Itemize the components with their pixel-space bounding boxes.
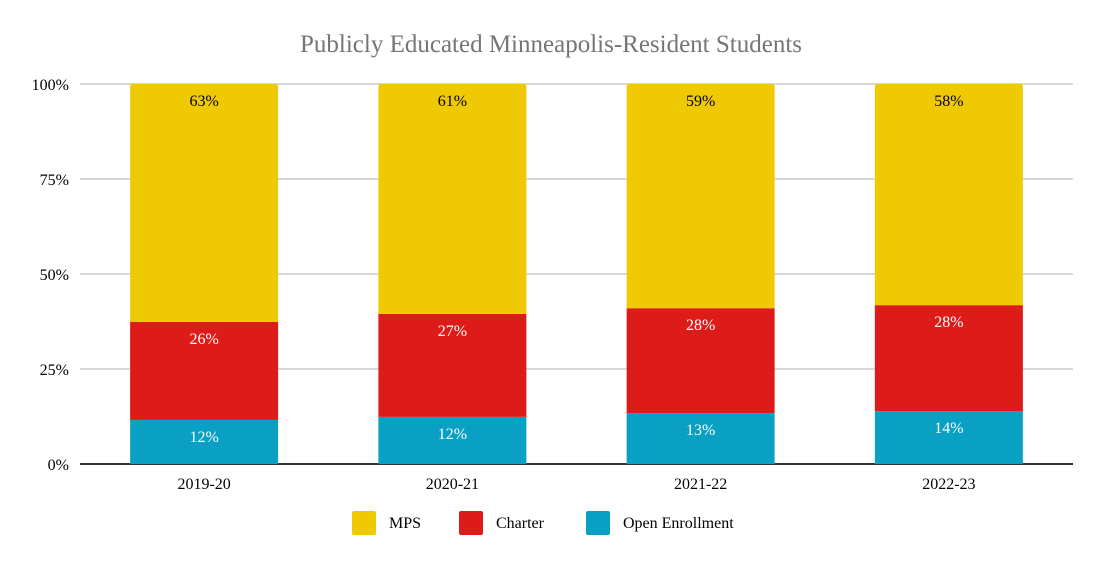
legend-swatch: [586, 511, 610, 535]
bar-segment: [874, 411, 1023, 464]
legend-swatch: [352, 511, 376, 535]
x-tick-label: 2022-23: [922, 476, 975, 493]
y-tick-label: 100%: [32, 77, 69, 94]
y-tick-label: 75%: [40, 172, 69, 189]
data-label: 63%: [189, 93, 218, 110]
bar-segment: [130, 321, 279, 420]
y-tick-label: 0%: [48, 457, 69, 474]
data-label: 13%: [686, 422, 715, 439]
bar-segment: [378, 84, 527, 314]
legend-label: Charter: [496, 515, 545, 532]
data-label: 28%: [934, 314, 963, 331]
x-tick-label: 2019-20: [177, 476, 230, 493]
data-label: 14%: [934, 420, 963, 437]
y-tick-label: 25%: [40, 362, 69, 379]
legend-swatch: [459, 511, 483, 535]
x-tick-label: 2021-22: [674, 476, 727, 493]
bar-segment: [130, 419, 279, 464]
chart-title: Publicly Educated Minneapolis-Resident S…: [300, 31, 802, 58]
bar-segment: [874, 84, 1023, 306]
data-label: 12%: [189, 429, 218, 446]
bar-segment: [874, 305, 1023, 412]
legend-item: MPS: [352, 511, 421, 535]
x-tick-label: 2020-21: [426, 476, 479, 493]
legend-item: Charter: [459, 511, 545, 535]
data-label: 27%: [438, 323, 467, 340]
legend-label: MPS: [389, 515, 421, 532]
data-label: 61%: [438, 93, 467, 110]
bar-segment: [626, 84, 775, 309]
data-label: 59%: [686, 93, 715, 110]
data-label: 28%: [686, 317, 715, 334]
bar-segment: [626, 413, 775, 464]
bar-segment: [130, 84, 279, 322]
y-tick-label: 50%: [40, 267, 69, 284]
legend-label: Open Enrollment: [623, 515, 734, 532]
data-label: 58%: [934, 93, 963, 110]
bar-segment: [378, 416, 527, 464]
data-label: 12%: [438, 426, 467, 443]
data-label: 26%: [189, 331, 218, 348]
bar-segment: [378, 313, 527, 417]
bar-segment: [626, 308, 775, 414]
legend-item: Open Enrollment: [586, 511, 734, 535]
